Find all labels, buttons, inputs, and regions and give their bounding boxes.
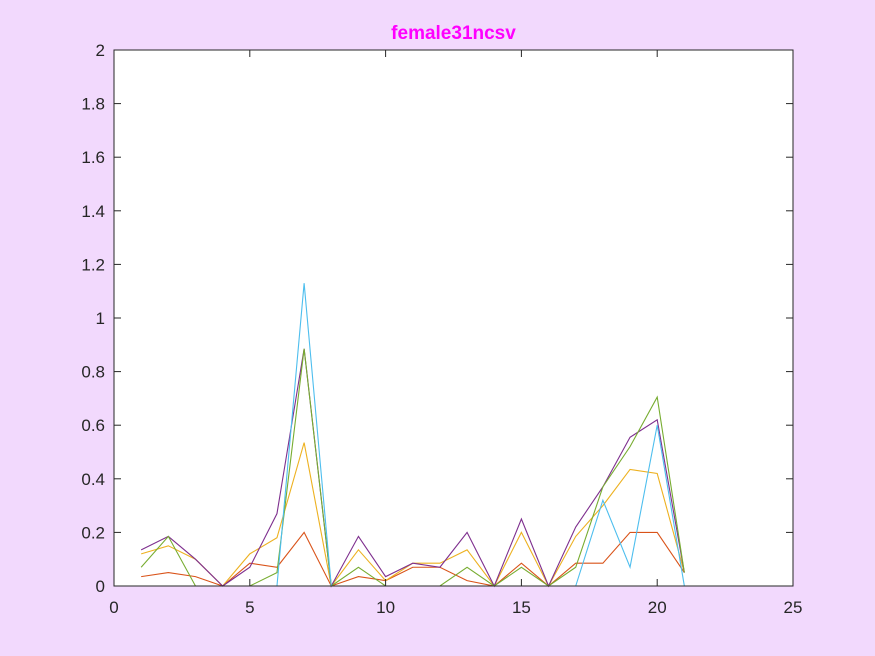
y-tick-label: 1 [96,309,105,328]
y-tick-label: 0 [96,577,105,596]
y-tick-label: 1.4 [81,202,105,221]
plot-area [114,50,793,586]
y-tick-label: 0.8 [81,363,105,382]
x-tick-label: 25 [784,598,803,617]
y-tick-label: 0.2 [81,523,105,542]
y-tick-label: 1.6 [81,148,105,167]
y-tick-label: 0.6 [81,416,105,435]
series-line-1 [141,531,685,587]
x-tick-label: 15 [512,598,531,617]
y-tick-label: 1.2 [81,255,105,274]
x-tick-label: 0 [109,598,118,617]
y-tick-label: 0.4 [81,470,105,489]
series-line-3 [140,348,685,588]
y-tick-label: 1.8 [81,95,105,114]
x-tick-label: 5 [245,598,254,617]
chart-title: female31ncsv [391,23,516,44]
axes-group: 0 5 10 15 20 25 0 0.2 0.4 0.6 0.8 1 1.2 1.4 1.6 1.8 2 [81,41,802,617]
x-tick-label: 20 [648,598,667,617]
y-tick-label: 2 [96,41,105,60]
x-tick-label: 10 [376,598,395,617]
